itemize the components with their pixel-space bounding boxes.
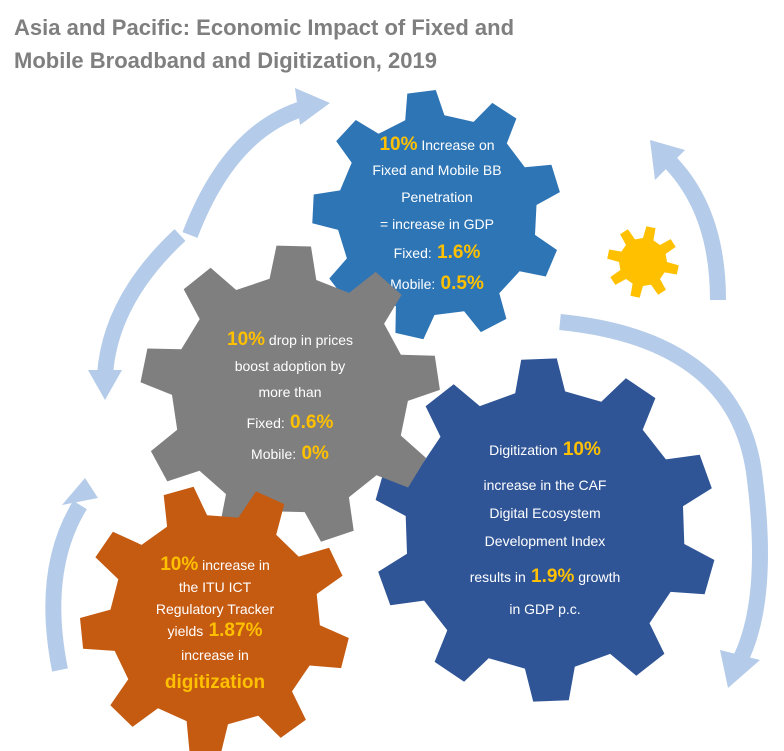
text: the ITU ICT [179, 579, 252, 595]
gear-text-line: Penetration [401, 189, 473, 205]
highlight: 10% [558, 439, 601, 460]
title-line: Asia and Pacific: Economic Impact of Fix… [14, 15, 514, 40]
gear-text-line: Regulatory Tracker [156, 601, 275, 617]
text: results in [470, 569, 526, 585]
gear-text-line: boost adoption by [235, 358, 346, 374]
gear-text-line: Digital Ecosystem [489, 505, 600, 521]
text: Fixed: [394, 245, 432, 261]
text: Digitization [489, 442, 557, 458]
gear-text-line: 10% drop in prices [227, 329, 353, 350]
arrow-head [720, 650, 760, 688]
arrow-head [62, 478, 98, 505]
gear-text-line: yields 1.87% [168, 620, 263, 641]
text: = increase in GDP [380, 216, 494, 232]
text: Regulatory Tracker [156, 601, 275, 617]
text: drop in prices [265, 332, 353, 348]
gears: Digitization 10% increase in the CAF Digit… [80, 90, 714, 751]
gear-text-line: Mobile: 0% [251, 443, 329, 464]
gear-text-line: Fixed: 0.6% [247, 412, 334, 433]
gear-text-line: increase in [181, 647, 249, 663]
text: growth [574, 569, 620, 585]
text: Penetration [401, 189, 473, 205]
highlight: 10% [160, 554, 198, 575]
text: Mobile: [390, 276, 435, 292]
gear-text-line: Digitization 10% [489, 439, 601, 460]
highlight: digitization [165, 672, 265, 693]
highlight: 10% [379, 134, 417, 155]
gear-text-line: Fixed and Mobile BB [372, 162, 501, 178]
text: in GDP p.c. [509, 601, 580, 617]
highlight: 1.6% [432, 242, 481, 263]
text: more than [258, 384, 321, 400]
gear-shape [80, 487, 349, 751]
highlight: 0.6% [285, 412, 334, 433]
gear-text-line: in GDP p.c. [509, 601, 580, 617]
text: Mobile: [251, 446, 296, 462]
gear: Digitization 10% increase in the CAF Digit… [376, 358, 715, 701]
gear-text-line: 10% increase in [160, 554, 270, 575]
gear-shape [376, 358, 715, 701]
text: Development Index [485, 533, 606, 549]
gear-text-line: increase in the CAF [484, 477, 607, 493]
arrow [668, 160, 718, 300]
text: boost adoption by [235, 358, 346, 374]
text: yields [168, 623, 204, 639]
text: increase in [198, 557, 270, 573]
title-line: Mobile Broadband and Digitization, 2019 [14, 48, 437, 73]
diagram: Asia and Pacific: Economic Impact of Fix… [0, 0, 784, 751]
gear-text-line: Mobile: 0.5% [390, 273, 484, 294]
highlight: 1.9% [526, 566, 575, 587]
highlight: 0.5% [435, 273, 484, 294]
gear-text-line: results in 1.9% growth [470, 566, 621, 587]
arrow [190, 108, 305, 235]
gear-text-line: the ITU ICT [179, 579, 252, 595]
highlight: 10% [227, 329, 265, 350]
text: Increase on [417, 137, 494, 153]
text: Fixed: [247, 415, 285, 431]
arrow-head [88, 370, 122, 400]
gear: 10% increase in the ITU ICT Regulatory Tra… [80, 487, 349, 751]
gear-text-line: = increase in GDP [380, 216, 494, 232]
gear-text-line: 10% Increase on [379, 134, 494, 155]
text: Digital Ecosystem [489, 505, 600, 521]
text: Fixed and Mobile BB [372, 162, 501, 178]
arrow-head [295, 88, 330, 125]
gear-text-line: more than [258, 384, 321, 400]
text: increase in the CAF [484, 477, 607, 493]
gear-text-line: Fixed: 1.6% [394, 242, 481, 263]
small-gear-hub [627, 246, 659, 278]
gear-text-line: digitization [165, 672, 265, 693]
text: increase in [181, 647, 249, 663]
gear-text-line: Development Index [485, 533, 606, 549]
arrow [53, 505, 80, 670]
highlight: 0% [296, 443, 329, 464]
highlight: 1.87% [203, 620, 262, 641]
